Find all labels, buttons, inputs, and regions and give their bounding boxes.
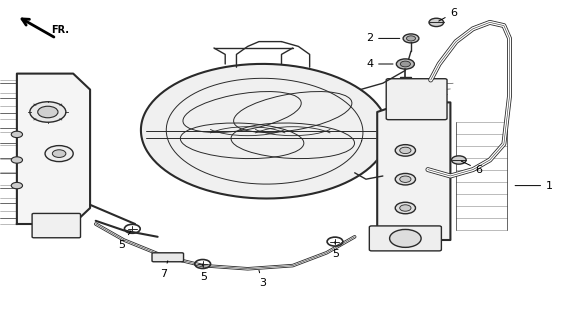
Text: 5: 5 <box>200 264 207 282</box>
Polygon shape <box>377 102 450 240</box>
Ellipse shape <box>429 18 444 27</box>
Ellipse shape <box>400 147 411 154</box>
Ellipse shape <box>395 202 415 214</box>
Text: 1: 1 <box>515 180 553 191</box>
Text: 2: 2 <box>366 33 400 44</box>
Ellipse shape <box>38 106 58 118</box>
Ellipse shape <box>400 205 411 211</box>
Ellipse shape <box>400 61 410 67</box>
Ellipse shape <box>390 229 421 247</box>
Ellipse shape <box>11 157 23 163</box>
Text: 5: 5 <box>332 242 339 260</box>
FancyBboxPatch shape <box>369 226 441 251</box>
Ellipse shape <box>395 145 415 156</box>
Ellipse shape <box>52 150 66 157</box>
Ellipse shape <box>395 173 415 185</box>
Text: 7: 7 <box>160 261 168 279</box>
Ellipse shape <box>452 156 466 164</box>
Text: 3: 3 <box>259 270 266 288</box>
Text: 4: 4 <box>366 59 393 69</box>
Ellipse shape <box>400 176 411 182</box>
Ellipse shape <box>11 131 23 138</box>
Ellipse shape <box>45 146 73 162</box>
Polygon shape <box>17 74 90 224</box>
Ellipse shape <box>396 59 414 69</box>
Text: 6: 6 <box>439 8 457 21</box>
Text: 6: 6 <box>461 161 482 175</box>
Text: 5: 5 <box>118 231 131 250</box>
Ellipse shape <box>11 182 23 189</box>
Ellipse shape <box>406 36 415 41</box>
FancyBboxPatch shape <box>152 253 184 262</box>
FancyBboxPatch shape <box>386 79 447 120</box>
Ellipse shape <box>30 102 66 122</box>
Text: FR.: FR. <box>51 25 69 36</box>
Ellipse shape <box>403 34 419 43</box>
FancyBboxPatch shape <box>32 213 81 238</box>
Polygon shape <box>141 64 388 198</box>
